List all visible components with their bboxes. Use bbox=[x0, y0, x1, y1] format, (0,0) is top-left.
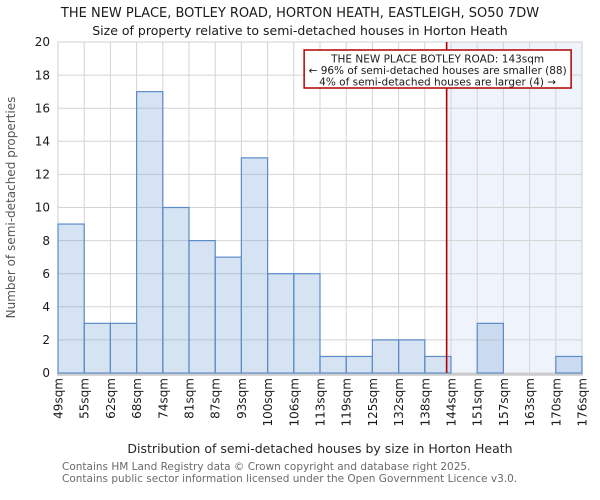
x-tick-label: 74sqm bbox=[156, 378, 170, 419]
x-tick-label: 113sqm bbox=[314, 378, 328, 426]
y-tick-label: 2 bbox=[42, 333, 50, 347]
histogram-bar bbox=[136, 91, 164, 374]
y-tick-label: 6 bbox=[42, 267, 50, 281]
attribution-hm-land-registry: Contains HM Land Registry data © Crown c… bbox=[62, 461, 471, 473]
y-tick-label: 0 bbox=[42, 366, 50, 380]
y-tick-label: 14 bbox=[35, 135, 50, 149]
y-axis-title: Number of semi-detached properties bbox=[4, 97, 18, 319]
histogram-bar bbox=[476, 322, 505, 374]
histogram-bar bbox=[293, 273, 321, 374]
histogram-bar bbox=[240, 157, 269, 374]
annotation-larger-text: 4% of semi-detached houses are larger (4… bbox=[319, 77, 556, 89]
histogram-bar bbox=[214, 256, 242, 374]
histogram-bar bbox=[398, 339, 426, 374]
y-tick-label: 20 bbox=[35, 35, 50, 49]
y-tick-label: 8 bbox=[42, 234, 50, 248]
x-tick-label: 125sqm bbox=[366, 378, 380, 426]
histogram-bar bbox=[345, 355, 374, 374]
x-tick-label: 93sqm bbox=[235, 378, 249, 419]
x-tick-label: 81sqm bbox=[183, 378, 197, 419]
histogram-bar bbox=[109, 322, 138, 374]
chart-title: THE NEW PLACE, BOTLEY ROAD, HORTON HEATH… bbox=[60, 6, 540, 21]
y-tick-label: 16 bbox=[35, 101, 50, 115]
histogram-bar bbox=[371, 339, 400, 374]
x-tick-label: 138sqm bbox=[418, 378, 432, 426]
annotation-title: THE NEW PLACE BOTLEY ROAD: 143sqm bbox=[330, 54, 544, 66]
y-tick-label: 10 bbox=[35, 201, 50, 215]
x-tick-label: 151sqm bbox=[471, 378, 485, 426]
histogram-bar bbox=[57, 223, 85, 374]
x-tick-label: 106sqm bbox=[287, 378, 301, 426]
y-tick-label: 18 bbox=[35, 68, 50, 82]
size-distribution-histogram: THE NEW PLACE BOTLEY ROAD: 143sqm← 96% o… bbox=[4, 35, 590, 456]
x-tick-label: 49sqm bbox=[52, 378, 66, 419]
chart-subtitle: Size of property relative to semi-detach… bbox=[92, 23, 508, 38]
x-axis-title: Distribution of semi-detached houses by … bbox=[127, 441, 512, 456]
histogram-bar bbox=[555, 355, 583, 374]
x-tick-label: 119sqm bbox=[340, 378, 354, 426]
x-tick-label: 55sqm bbox=[78, 378, 92, 419]
histogram-bar bbox=[83, 322, 111, 374]
x-tick-label: 144sqm bbox=[445, 378, 459, 426]
y-tick-label: 12 bbox=[35, 168, 50, 182]
y-tick-label: 4 bbox=[42, 300, 50, 314]
annotation-smaller-text: ← 96% of semi-detached houses are smalle… bbox=[309, 65, 567, 77]
histogram-bar bbox=[424, 355, 452, 374]
histogram-bar bbox=[319, 355, 347, 374]
x-tick-label: 100sqm bbox=[261, 378, 275, 426]
x-tick-label: 163sqm bbox=[523, 378, 537, 426]
x-tick-label: 157sqm bbox=[497, 378, 511, 426]
x-tick-label: 170sqm bbox=[549, 378, 563, 426]
x-tick-label: 62sqm bbox=[104, 378, 118, 419]
x-tick-label: 176sqm bbox=[576, 378, 590, 426]
histogram-bar bbox=[162, 206, 190, 374]
x-tick-label: 87sqm bbox=[209, 378, 223, 419]
histogram-bar bbox=[267, 273, 295, 374]
histogram-bar bbox=[188, 240, 216, 374]
annotation-box bbox=[303, 49, 572, 89]
x-tick-label: 68sqm bbox=[130, 378, 144, 419]
attribution-open-government-licence: Contains public sector information licen… bbox=[62, 473, 518, 485]
x-tick-label: 132sqm bbox=[392, 378, 406, 426]
